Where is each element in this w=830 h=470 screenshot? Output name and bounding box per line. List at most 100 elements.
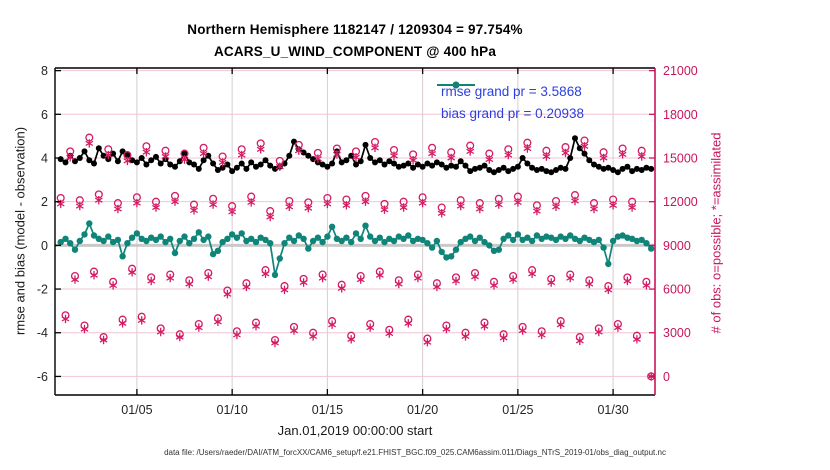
assimilated-obs-marker — [380, 205, 389, 214]
bias-marker — [481, 238, 488, 246]
assimilated-obs-marker — [285, 202, 294, 212]
bias-marker — [233, 234, 241, 241]
bias-marker — [533, 232, 541, 239]
bias-marker — [543, 233, 550, 240]
rmse-marker — [257, 161, 264, 168]
assimilated-obs-marker — [461, 332, 470, 341]
assimilated-obs-marker — [199, 149, 208, 158]
bias-marker — [257, 234, 264, 241]
rmse-marker — [238, 160, 245, 167]
bias-marker — [167, 235, 174, 242]
rmse-marker — [495, 167, 502, 173]
rmse-marker — [476, 164, 483, 171]
assimilated-obs-marker — [490, 281, 498, 290]
rmse-marker — [595, 163, 602, 170]
x-tick-label: 01/10 — [217, 403, 248, 417]
rmse-marker — [538, 165, 545, 172]
assimilated-obs-marker — [599, 153, 608, 163]
assimilated-obs-marker — [266, 212, 275, 222]
rmse-marker — [453, 163, 459, 170]
bias-marker — [362, 222, 369, 229]
assimilated-obs-marker — [209, 200, 218, 209]
rmse-marker — [610, 167, 617, 173]
rmse-marker — [138, 155, 145, 161]
rmse-marker — [643, 164, 650, 171]
bias-marker — [224, 235, 231, 242]
bias-marker — [100, 237, 107, 245]
rmse-marker — [343, 157, 350, 164]
x-tick-label: 01/05 — [121, 403, 152, 417]
bias-marker — [190, 235, 198, 242]
bias-marker — [376, 234, 383, 241]
rmse-marker — [633, 165, 640, 172]
assimilated-obs-marker — [409, 155, 418, 165]
right-y-tick-label: 3000 — [663, 326, 691, 340]
assimilated-obs-marker — [442, 324, 451, 334]
rmse-marker — [81, 148, 88, 155]
rmse-marker — [557, 164, 564, 171]
rmse-marker — [486, 167, 493, 173]
assimilated-obs-marker — [337, 284, 346, 293]
assimilated-obs-marker — [585, 279, 594, 289]
assimilated-obs-marker — [123, 156, 132, 166]
assimilated-obs-marker — [561, 148, 570, 158]
rmse-marker — [148, 157, 155, 164]
legend-label-bias: bias grand pr = 0.20938 — [441, 105, 584, 121]
rmse-marker — [362, 141, 369, 148]
assimilated-obs-marker — [532, 206, 541, 216]
bias-marker — [595, 236, 602, 244]
assimilated-obs-marker — [575, 336, 584, 345]
rmse-marker — [514, 163, 521, 170]
x-tick-label: 01/25 — [502, 403, 533, 417]
bias-marker — [286, 234, 293, 241]
assimilated-obs-marker — [166, 273, 175, 283]
bias-marker — [133, 230, 141, 237]
assimilated-obs-marker — [413, 273, 422, 283]
assimilated-obs-marker — [318, 273, 327, 283]
assimilated-obs-marker — [466, 147, 475, 156]
bias-marker — [428, 244, 436, 251]
assimilated-obs-marker — [75, 201, 84, 211]
left-y-tick-label: -4 — [37, 326, 48, 340]
bias-marker — [324, 233, 331, 240]
bias-marker — [567, 232, 574, 239]
left-y-tick-label: 8 — [41, 64, 48, 78]
x-tick-label: 01/15 — [312, 403, 343, 417]
bias-marker — [348, 238, 355, 246]
rmse-marker — [372, 159, 378, 166]
bias-marker — [152, 236, 160, 244]
rmse-marker — [591, 161, 597, 168]
assimilated-obs-marker — [223, 290, 232, 299]
rmse-marker — [229, 168, 236, 175]
left-y-tick-label: 2 — [41, 195, 48, 209]
rmse-marker — [395, 163, 402, 170]
assimilated-obs-marker — [447, 153, 456, 163]
rmse-marker — [91, 160, 97, 167]
rmse-marker — [429, 162, 436, 169]
assimilated-obs-marker — [504, 150, 513, 160]
bias-marker — [552, 236, 560, 244]
bias-marker — [119, 253, 126, 260]
assimilated-obs-marker — [147, 276, 156, 286]
assimilated-obs-marker — [361, 197, 370, 206]
bias-marker — [381, 238, 388, 246]
rmse-marker — [233, 164, 240, 171]
left-y-tick-label: -6 — [37, 370, 48, 384]
legend-row-bias: bias grand pr = 0.20938 — [436, 81, 584, 124]
bias-marker — [643, 240, 650, 247]
bias-marker — [519, 236, 526, 244]
bias-marker — [238, 230, 245, 237]
assimilated-obs-marker — [566, 273, 575, 283]
rmse-marker — [462, 162, 469, 169]
rmse-marker — [224, 161, 231, 168]
assimilated-obs-marker — [161, 152, 170, 161]
bias-marker — [371, 237, 379, 245]
rmse-marker — [286, 152, 293, 159]
bias-marker — [143, 237, 150, 245]
rmse-marker — [448, 162, 455, 169]
bias-marker — [171, 249, 179, 257]
assimilated-obs-marker — [156, 327, 165, 337]
rmse-marker — [86, 157, 93, 164]
assimilated-obs-marker — [571, 196, 579, 206]
